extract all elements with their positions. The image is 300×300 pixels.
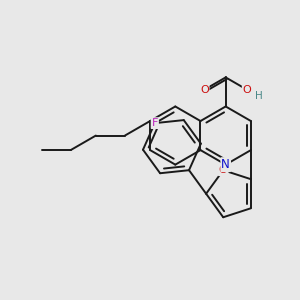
Text: H: H (255, 91, 262, 101)
Text: F: F (152, 118, 158, 128)
Text: O: O (243, 85, 251, 95)
Text: N: N (221, 158, 230, 171)
Text: O: O (219, 165, 228, 175)
Text: O: O (200, 85, 208, 95)
